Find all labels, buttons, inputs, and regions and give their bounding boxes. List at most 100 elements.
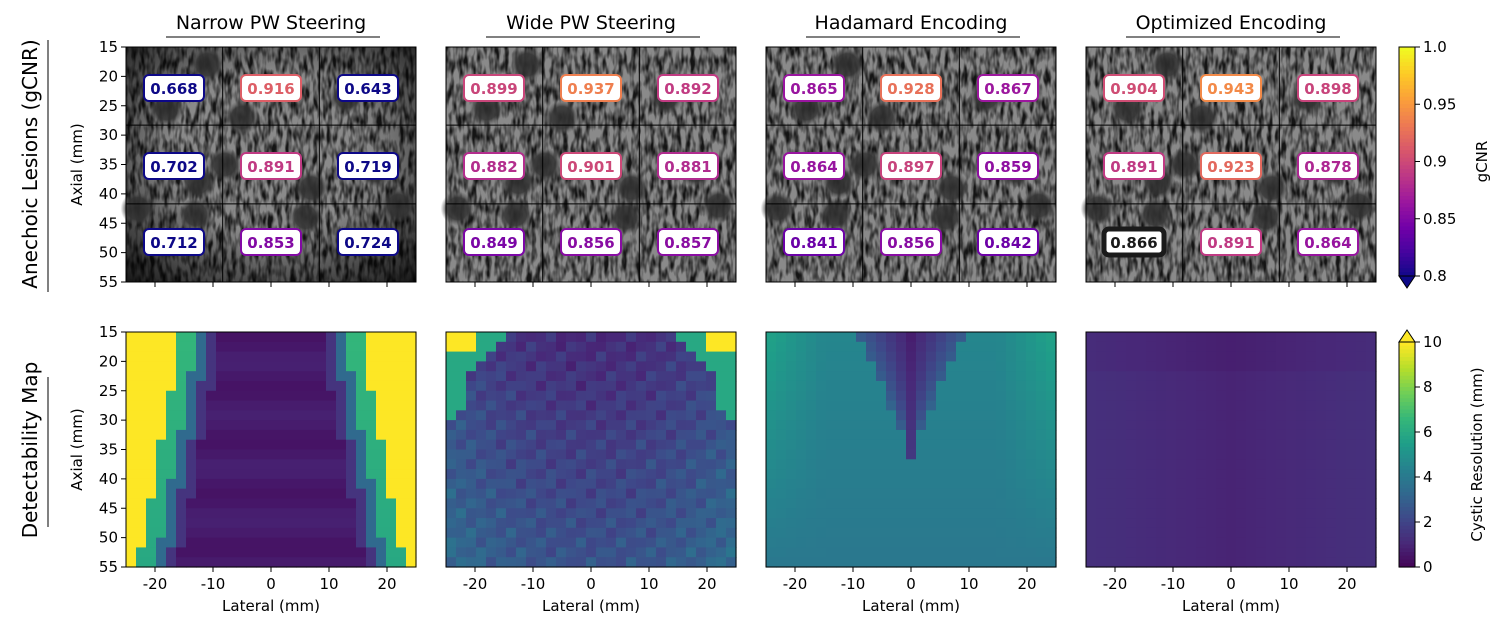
heatmap-cell bbox=[726, 390, 737, 402]
heatmap-cell bbox=[276, 429, 287, 441]
lesion bbox=[928, 200, 963, 235]
colorbar-segment bbox=[1399, 142, 1415, 147]
heatmap-cell bbox=[1186, 557, 1197, 568]
heatmap-cell bbox=[276, 351, 287, 362]
heatmap-cell bbox=[666, 420, 677, 431]
heatmap-cell bbox=[286, 351, 297, 362]
heatmap-cell bbox=[906, 488, 917, 500]
heatmap-cell bbox=[136, 400, 147, 411]
heatmap-cell bbox=[796, 449, 807, 460]
heatmap-cell bbox=[1016, 527, 1027, 539]
gcnr-label-box bbox=[143, 152, 205, 180]
heatmap-cell bbox=[796, 371, 807, 382]
heatmap-cell bbox=[1306, 459, 1317, 470]
gcnr-label-box bbox=[240, 152, 302, 180]
heatmap-cell bbox=[286, 341, 297, 353]
heatmap-cell bbox=[476, 498, 487, 509]
heatmap-cell bbox=[776, 527, 787, 539]
heatmap-cell bbox=[1186, 488, 1197, 500]
heatmap-cell bbox=[1126, 400, 1137, 411]
heatmap-cell bbox=[1166, 380, 1177, 392]
colorbar-tick-label: 0.85 bbox=[1423, 210, 1456, 228]
heatmap-cell bbox=[946, 361, 957, 372]
heatmap-cell bbox=[1266, 478, 1277, 490]
heatmap-cell bbox=[356, 361, 367, 372]
heatmap-cell bbox=[1036, 478, 1047, 490]
heatmap-cell bbox=[1176, 332, 1187, 343]
gcnr-value: 0.856 bbox=[887, 234, 934, 252]
heatmap-cell bbox=[616, 390, 627, 402]
heatmap-cell bbox=[906, 371, 917, 382]
heatmap-cell bbox=[146, 390, 157, 402]
heatmap-cell bbox=[1326, 439, 1337, 451]
heatmap-cell bbox=[976, 488, 987, 500]
heatmap-cell bbox=[446, 518, 457, 529]
heatmap-cell bbox=[206, 332, 217, 343]
y-tick-label: 20 bbox=[99, 352, 118, 370]
heatmap-cell bbox=[796, 400, 807, 411]
heatmap-cell bbox=[556, 547, 567, 558]
heatmap-cell bbox=[496, 537, 507, 549]
heatmap-cell bbox=[566, 537, 577, 549]
gcnr-label-box bbox=[337, 228, 399, 256]
heatmap-cell bbox=[456, 508, 467, 519]
heatmap-cell bbox=[216, 429, 227, 441]
heatmap-cell bbox=[196, 478, 207, 490]
heatmap-cell bbox=[606, 332, 617, 343]
heatmap-cell bbox=[526, 341, 537, 353]
heatmap-cell bbox=[1016, 420, 1027, 431]
heatmap-cell bbox=[126, 420, 137, 431]
heatmap-cell bbox=[286, 400, 297, 411]
heatmap-cell bbox=[486, 351, 497, 362]
heatmap-cell bbox=[986, 332, 997, 343]
heatmap-cell bbox=[1336, 400, 1347, 411]
heatmap-cell bbox=[826, 400, 837, 411]
heatmap-cell bbox=[526, 508, 537, 519]
gcnr-value: 0.841 bbox=[790, 234, 837, 252]
heatmap-cell bbox=[1016, 341, 1027, 353]
heatmap-cell bbox=[566, 420, 577, 431]
gcnr-value: 0.856 bbox=[567, 234, 614, 252]
gcnr-value: 0.904 bbox=[1110, 80, 1157, 98]
heatmap-cell bbox=[596, 557, 607, 568]
heatmap-cell bbox=[876, 557, 887, 568]
heatmap-cell bbox=[896, 469, 907, 480]
heatmap-cell bbox=[546, 341, 557, 353]
heatmap-cell bbox=[856, 557, 867, 568]
heatmap-cell bbox=[936, 498, 947, 509]
colorbar-segment bbox=[1399, 169, 1415, 174]
heatmap-cell bbox=[1026, 332, 1037, 343]
heatmap-cell bbox=[516, 380, 527, 392]
heatmap-cell bbox=[866, 498, 877, 509]
colorbar-segment bbox=[1399, 50, 1415, 56]
heatmap-cell bbox=[826, 420, 837, 431]
heatmap-cell bbox=[1326, 332, 1337, 343]
heatmap-cell bbox=[126, 508, 137, 519]
heatmap-cell bbox=[226, 508, 237, 519]
heatmap-cell bbox=[936, 351, 947, 362]
gcnr-label-box bbox=[977, 74, 1039, 102]
gcnr-value: 0.928 bbox=[887, 80, 934, 98]
heatmap-cell bbox=[876, 400, 887, 411]
heatmap-cell bbox=[406, 380, 417, 392]
colorbar-segment bbox=[1399, 518, 1415, 523]
heatmap-cell bbox=[956, 400, 967, 411]
heatmap-cell bbox=[616, 341, 627, 353]
heatmap-cell bbox=[1106, 518, 1117, 529]
heatmap-cell bbox=[376, 429, 387, 441]
heatmap-cell bbox=[1026, 488, 1037, 500]
heatmap-cell bbox=[716, 527, 727, 539]
heatmap-cell bbox=[1366, 420, 1377, 431]
heatmap-cell bbox=[376, 508, 387, 519]
heatmap-cell bbox=[796, 478, 807, 490]
heatmap-cell bbox=[556, 410, 567, 421]
heatmap-cell bbox=[1106, 537, 1117, 549]
heatmap-cell bbox=[976, 380, 987, 392]
heatmap-cell bbox=[386, 429, 397, 441]
heatmap-cell bbox=[1246, 478, 1257, 490]
colorbar-segment bbox=[1399, 357, 1415, 362]
heatmap-cell bbox=[836, 410, 847, 421]
heatmap-cell bbox=[206, 498, 217, 509]
heatmap-cell bbox=[856, 361, 867, 372]
heatmap-cell bbox=[786, 459, 797, 470]
